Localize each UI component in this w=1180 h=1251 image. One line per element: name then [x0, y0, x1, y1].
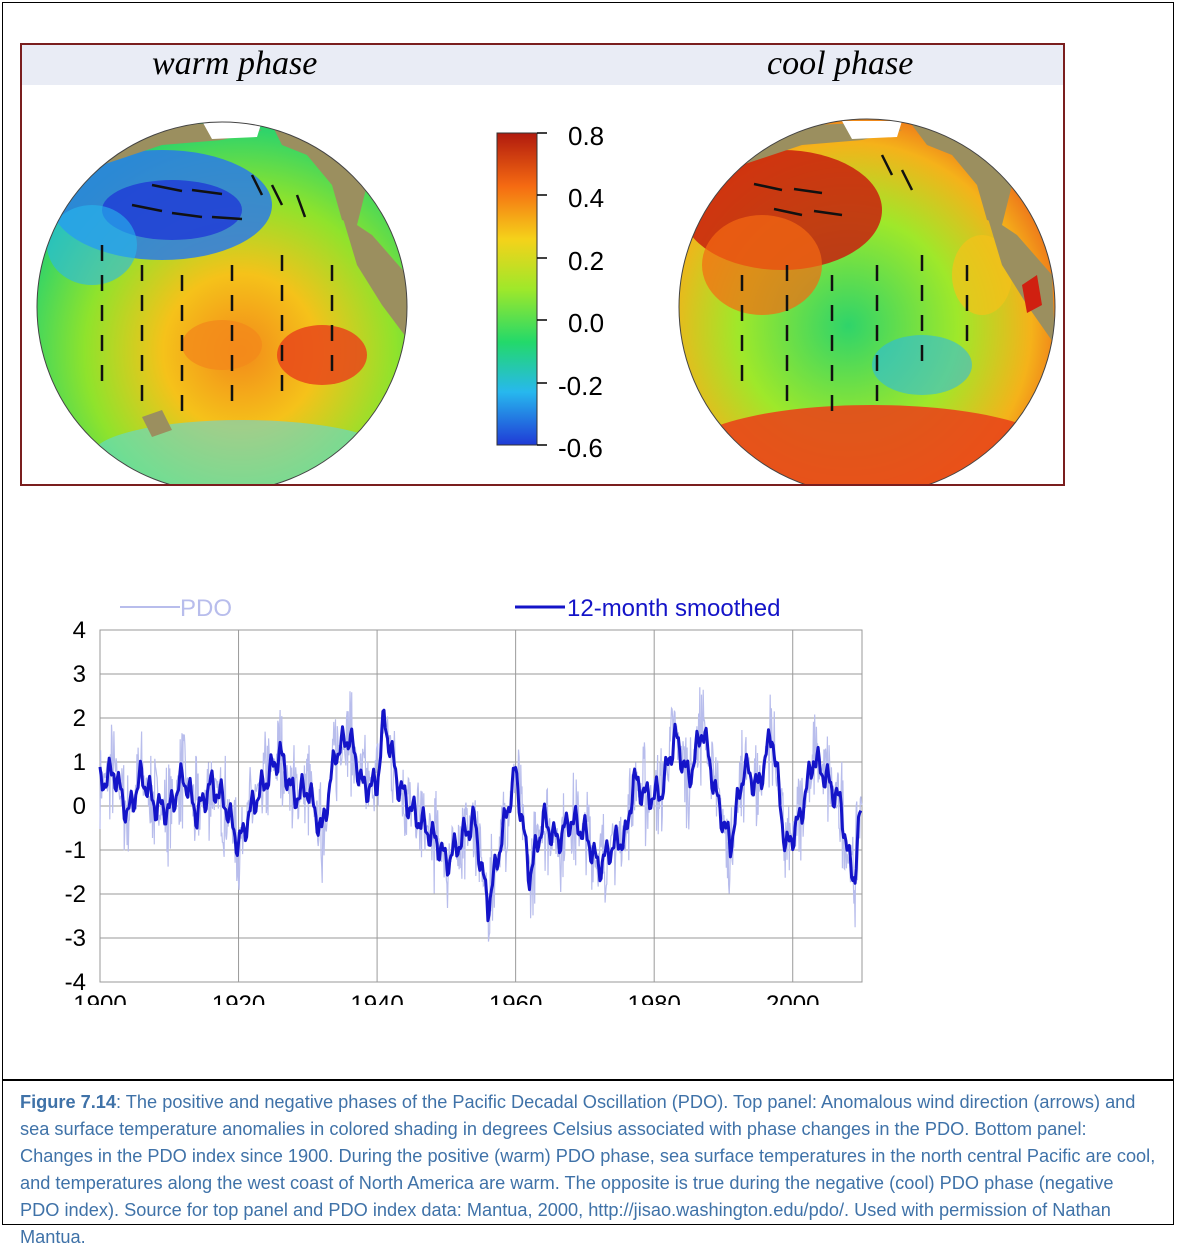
pdo-smoothed-line: [98, 708, 863, 923]
pdo-index-chart: PDO 12-month smoothed 4 3 2 1 0 -1 -2 -3 -4 1900…: [65, 595, 863, 1005]
globes-graphic: 0.8 0.4 0.2 0.0 -0.2 -0.6: [36, 118, 1056, 484]
pdo-smoothed-series: [98, 708, 863, 923]
y-tick-label: -3: [65, 925, 86, 952]
x-tick-label: 1980: [627, 991, 680, 1005]
x-tick-label: 2000: [766, 991, 819, 1005]
y-tick-label: 3: [73, 661, 86, 688]
warm-wind-arrows: [100, 174, 334, 411]
cool-wind-arrows: [740, 154, 969, 411]
panel-title-band: [22, 45, 1063, 85]
warm-phase-title: warm phase: [152, 45, 318, 82]
warm-phase-globe: [37, 122, 407, 484]
pdo-monthly-line: [99, 687, 863, 942]
x-tick-labels: 1900 1920 1940 1960 1980 2000: [73, 991, 819, 1005]
caption-label: Figure 7.14: [20, 1092, 117, 1112]
colorbar-label: 0.0: [568, 308, 604, 338]
caption-text: : The positive and negative phases of th…: [20, 1092, 1156, 1247]
y-tick-label: -1: [65, 837, 86, 864]
y-tick-label: -2: [65, 881, 86, 908]
y-tick-label: 1: [73, 749, 86, 776]
x-tick-label: 1900: [73, 991, 126, 1005]
colorbar-label: 0.8: [568, 121, 604, 151]
colorbar-ticks: [537, 132, 547, 446]
y-tick-label: -4: [65, 969, 86, 996]
colorbar-label: -0.6: [558, 433, 603, 463]
y-tick-label: 0: [73, 793, 86, 820]
colorbar-label: -0.2: [558, 371, 603, 401]
cool-phase-title: cool phase: [767, 45, 914, 82]
figure-caption: Figure 7.14: The positive and negative p…: [2, 1079, 1174, 1247]
sst-wind-map-panel: warm phase cool phase: [20, 43, 1065, 486]
legend-pdo-label: PDO: [180, 595, 232, 622]
warm-globe-outline: [36, 121, 408, 484]
x-tick-label: 1960: [489, 991, 542, 1005]
chart-legend: PDO 12-month smoothed: [120, 595, 780, 622]
cool-globe-outline: [678, 118, 1056, 484]
x-tick-label: 1940: [350, 991, 403, 1005]
x-tick-label: 1920: [212, 991, 265, 1005]
y-tick-labels: 4 3 2 1 0 -1 -2 -3 -4: [65, 617, 86, 996]
legend-smoothed-label: 12-month smoothed: [567, 595, 780, 622]
y-tick-label: 4: [73, 617, 86, 644]
colorbar: [496, 132, 538, 446]
colorbar-label: 0.4: [568, 183, 604, 213]
figure-frame: [2, 2, 1174, 1225]
pdo-monthly-series: [99, 687, 863, 942]
colorbar-label: 0.2: [568, 246, 604, 276]
y-tick-label: 2: [73, 705, 86, 732]
cool-phase-globe: [679, 119, 1055, 484]
